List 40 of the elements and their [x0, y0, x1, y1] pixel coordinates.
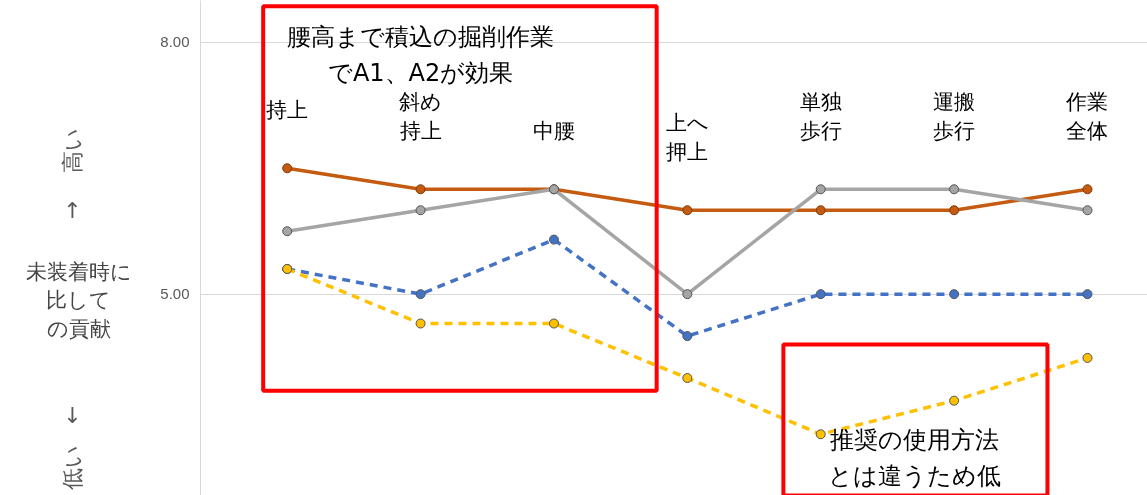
point [949, 395, 960, 406]
point [415, 184, 426, 195]
annotation: 腰高まで積込の掘削作業でA1、A2が効果 [287, 22, 555, 88]
point [1082, 352, 1093, 363]
x-tick-label: 斜め持上 [399, 90, 443, 144]
point [415, 318, 426, 329]
text: ↑ [63, 198, 82, 223]
point [282, 163, 293, 174]
x-tick-label: 中腰 [532, 119, 575, 144]
point [815, 429, 826, 440]
point [548, 234, 559, 245]
y-tick-label: 8.00 [160, 33, 190, 51]
x-tick-label: 単独歩行 [799, 90, 842, 144]
x-tick-label: 持上 [266, 98, 309, 123]
point [1082, 184, 1093, 195]
point [682, 289, 693, 300]
point [949, 205, 960, 216]
y-tick-label: 5.00 [160, 285, 190, 303]
point [815, 184, 826, 195]
x-tick-label: 作業全体 [1065, 90, 1109, 144]
point [282, 226, 293, 237]
point [682, 373, 693, 384]
x-tick-label: 運搬歩行 [933, 90, 976, 144]
text: 低い [60, 445, 85, 490]
point [815, 289, 826, 300]
text: 高い [60, 128, 85, 173]
point [415, 289, 426, 300]
text: ↓ [63, 403, 82, 428]
annotation: 推奨の使用方法とは違うため低 [827, 425, 1001, 490]
point [1082, 289, 1093, 300]
point [949, 184, 960, 195]
point [949, 289, 960, 300]
point [682, 205, 693, 216]
point [682, 331, 693, 342]
x-tick-label: 上へ押上 [665, 111, 709, 165]
point [1082, 205, 1093, 216]
point [815, 205, 826, 216]
y-axis-title: 未装着時に比しての貢献 [25, 259, 132, 342]
point [415, 205, 426, 216]
point [548, 318, 559, 329]
